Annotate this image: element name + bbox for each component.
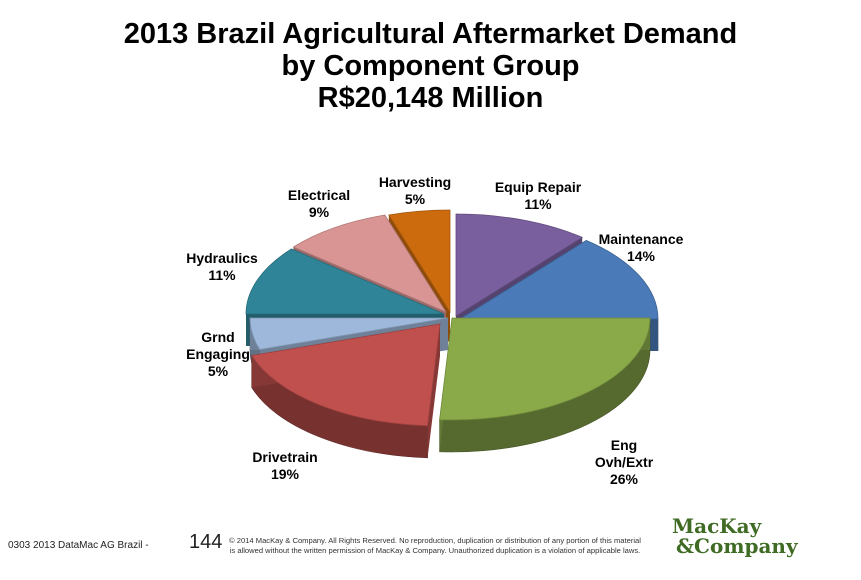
slice-label-percent: 26% <box>609 471 639 487</box>
slice-label-eng-ovh-extr: Eng Ovh/Extr 26% <box>595 437 653 488</box>
slice-label-name-line: Maintenance <box>598 231 684 247</box>
slice-maintenance <box>458 239 659 320</box>
slice-label-equip-repair: Equip Repair 11% <box>495 179 581 213</box>
slice-hydraulics <box>245 248 445 315</box>
slice-label-name-line: Equip Repair <box>494 179 582 195</box>
slice-label-name-line: Harvesting <box>378 174 452 190</box>
slice-label-percent: 19% <box>270 466 300 482</box>
slice-label-name-line: Hydraulics <box>186 250 258 266</box>
copyright-line-1: © 2014 MacKay & Company. All Rights Rese… <box>229 536 641 545</box>
slice-electrical <box>292 214 448 313</box>
slice-label-harvesting: Harvesting 5% <box>379 174 451 208</box>
slice-eng-ovh-extr <box>439 317 651 421</box>
slice-grnd-engaging <box>249 317 449 350</box>
slice-cut-3-0 <box>427 324 440 458</box>
slice-label-grnd-engaging: Grnd Engaging 5% <box>186 329 250 380</box>
slice-equip-repair <box>455 213 584 317</box>
slice-label-name-line: Eng <box>610 437 638 453</box>
slice-label-name-line: Grnd <box>201 329 235 345</box>
footer-source: 0303 2013 DataMac AG Brazil - <box>8 540 149 551</box>
slice-label-percent: 14% <box>626 248 656 264</box>
copyright-line-2: is allowed without the written permissio… <box>229 546 641 555</box>
page-number: 144 <box>189 531 223 553</box>
slice-label-electrical: Electrical 9% <box>288 187 350 221</box>
slice-label-percent: 9% <box>308 204 330 220</box>
slice-label-hydraulics: Hydraulics 11% <box>186 250 258 284</box>
logo-line-1: MacKay <box>672 514 762 538</box>
slice-label-maintenance: Maintenance 14% <box>599 231 684 265</box>
chart-title-line-3: R$20,148 Million <box>317 82 544 114</box>
chart-title-line-1: 2013 Brazil Agricultural Aftermarket Dem… <box>123 18 738 50</box>
chart-title: 2013 Brazil Agricultural Aftermarket Dem… <box>0 18 861 114</box>
slice-label-drivetrain: Drivetrain 19% <box>252 449 317 483</box>
slice-label-percent: 11% <box>208 267 236 283</box>
slice-label-percent: 11% <box>524 196 552 212</box>
slice-label-name-line: Drivetrain <box>252 449 318 465</box>
chart-title-line-2: by Component Group <box>281 50 580 82</box>
slice-label-name-line: Engaging <box>186 346 250 362</box>
slice-harvesting <box>388 209 451 314</box>
mackay-logo: MacKay &Company <box>672 516 802 556</box>
slice-label-percent: 5% <box>404 191 426 207</box>
slice-label-percent: 5% <box>207 363 229 379</box>
copyright-notice: © 2014 MacKay & Company. All Rights Rese… <box>215 536 655 556</box>
logo-line-2: &Company <box>676 534 798 558</box>
slice-drivetrain <box>251 323 441 427</box>
slice-label-name-line: Ovh/Extr <box>594 454 654 470</box>
slice-label-name-line: Electrical <box>287 187 351 203</box>
